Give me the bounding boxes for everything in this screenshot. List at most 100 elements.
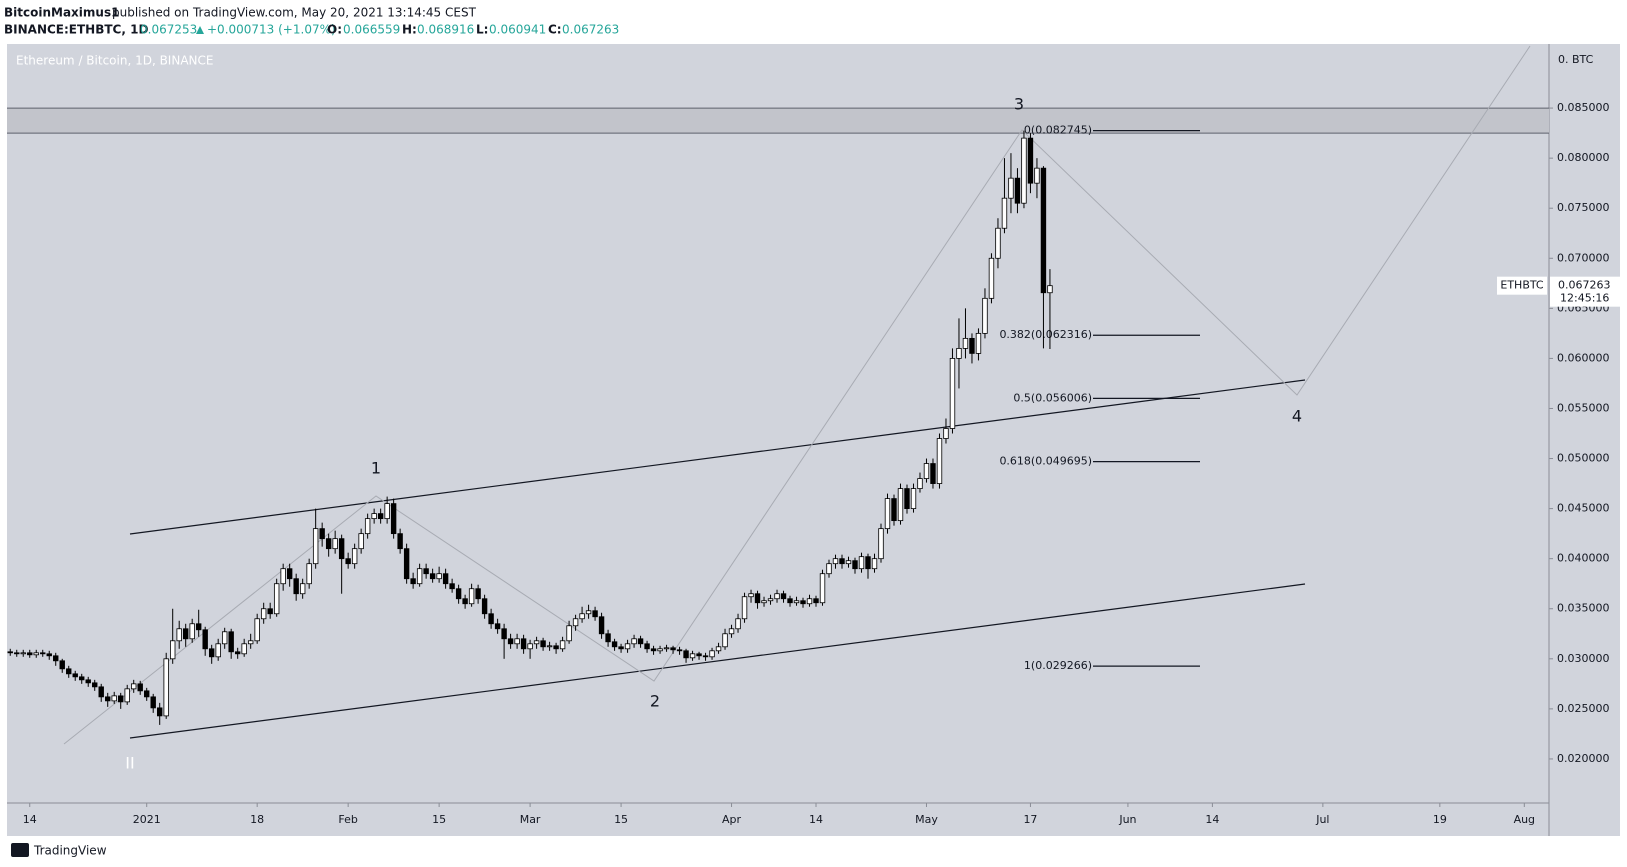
x-tick-label: 14 xyxy=(809,813,823,826)
candle-body xyxy=(299,583,306,595)
candle-body xyxy=(208,648,215,658)
candle-body xyxy=(1014,177,1021,204)
candle-body xyxy=(195,623,202,631)
candle-body xyxy=(962,337,969,349)
candle-body xyxy=(546,645,553,648)
candle-body xyxy=(780,593,787,600)
candle-body xyxy=(20,652,26,655)
wave-label: 4 xyxy=(1292,407,1302,426)
candle-body xyxy=(832,558,839,565)
candle-body xyxy=(234,651,241,655)
x-tick-label: Jun xyxy=(1118,813,1136,826)
candle-body xyxy=(683,650,689,659)
wave-label: II xyxy=(125,754,134,773)
candle-body xyxy=(371,513,377,520)
candle-body xyxy=(514,638,520,645)
candle-body xyxy=(709,650,715,658)
candle-body xyxy=(488,613,494,625)
countdown: 12:45:16 xyxy=(1560,292,1609,305)
candle-body xyxy=(494,623,501,630)
candle-body xyxy=(1040,167,1047,294)
candle-body xyxy=(566,625,572,642)
candle-body xyxy=(429,573,436,580)
x-tick-label: Aug xyxy=(1514,813,1535,826)
candle-body xyxy=(1008,177,1014,199)
candle-body xyxy=(455,588,462,600)
candle-body xyxy=(358,533,364,550)
candle-body xyxy=(124,688,130,703)
candle-body xyxy=(423,568,429,575)
candle-body xyxy=(761,600,767,604)
candle-body xyxy=(144,690,150,698)
candle-body xyxy=(923,463,930,479)
candle-body xyxy=(306,563,312,585)
candle-body xyxy=(910,488,917,510)
wave-label: 1 xyxy=(371,459,381,478)
candle-body xyxy=(800,600,806,605)
candle-body xyxy=(1034,167,1040,184)
high-value: 0.068916 xyxy=(417,23,474,37)
last-price: 0.067253 xyxy=(140,23,197,37)
candle-body xyxy=(66,668,72,675)
y-tick-label: 0.080000 xyxy=(1557,151,1610,164)
candle-body xyxy=(748,593,754,598)
candle-body xyxy=(689,653,696,659)
candle-body xyxy=(170,640,176,660)
candle-body xyxy=(559,640,566,650)
candle-body xyxy=(605,633,611,643)
candle-body xyxy=(221,631,228,645)
candle-body xyxy=(670,647,676,651)
x-tick-label: May xyxy=(915,813,938,826)
resistance-zone xyxy=(7,108,1549,134)
candle-body xyxy=(377,513,384,520)
upper-channel xyxy=(129,379,1306,535)
fib-label: 0(0.082745) xyxy=(1024,124,1092,137)
candle-body xyxy=(436,573,442,580)
candle-body xyxy=(325,538,332,550)
fib-label: 0.618(0.049695) xyxy=(999,455,1092,468)
symbol-tag-label: ETHBTC xyxy=(1500,279,1544,292)
candle-body xyxy=(137,683,143,692)
lower-channel xyxy=(129,583,1306,739)
candle-body xyxy=(722,633,728,648)
candle-body xyxy=(293,578,299,595)
x-tick-label: 2021 xyxy=(133,813,161,826)
candle-body xyxy=(819,573,826,604)
x-tick-label: Jul xyxy=(1315,813,1329,826)
candle-body xyxy=(650,648,657,652)
candle-body xyxy=(553,645,559,650)
candle-body xyxy=(260,608,267,620)
candle-body xyxy=(644,643,650,650)
close-label: C: xyxy=(548,23,562,37)
candle-body xyxy=(27,652,33,656)
candle-body xyxy=(14,652,20,655)
candle-body xyxy=(46,653,52,657)
candle-body xyxy=(676,649,683,652)
candle-body xyxy=(598,616,605,635)
y-tick-label: 0.030000 xyxy=(1557,652,1610,665)
fib-label: 0.5(0.056006) xyxy=(1013,391,1092,404)
candle-body xyxy=(533,640,540,645)
x-tick-label: Feb xyxy=(338,813,357,826)
author: BitcoinMaximus1 xyxy=(4,6,119,20)
candle-body xyxy=(871,558,878,570)
candle-body xyxy=(930,463,936,484)
candle-body xyxy=(631,638,637,645)
candle-body xyxy=(735,618,741,630)
up-arrow xyxy=(196,26,204,34)
candle-body xyxy=(943,428,949,439)
candle-body xyxy=(520,638,527,650)
candle-body xyxy=(351,548,358,565)
symbol-tag xyxy=(1497,276,1547,295)
candle-body xyxy=(247,640,254,645)
candle-body xyxy=(241,643,247,655)
low-label: L: xyxy=(476,23,488,37)
candle-body xyxy=(40,652,46,655)
fib-label: 1(0.029266) xyxy=(1024,659,1092,672)
candle-body xyxy=(988,257,995,299)
candle-body xyxy=(891,498,897,522)
candle-body xyxy=(397,533,403,550)
candle-body xyxy=(85,679,91,684)
candle-body xyxy=(579,613,585,620)
x-tick-label: 15 xyxy=(614,813,628,826)
